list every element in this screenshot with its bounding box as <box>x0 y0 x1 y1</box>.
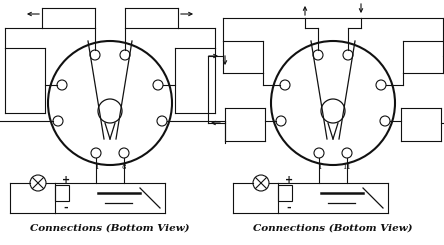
Bar <box>278 185 292 201</box>
Text: 1: 1 <box>94 163 98 171</box>
Text: -: - <box>287 203 291 213</box>
Text: Connections (Bottom View): Connections (Bottom View) <box>30 223 190 233</box>
Text: 11: 11 <box>342 163 352 171</box>
Bar <box>55 185 69 201</box>
Text: +: + <box>62 175 70 185</box>
Text: +: + <box>285 175 293 185</box>
Text: 1: 1 <box>317 163 321 171</box>
Text: Connections (Bottom View): Connections (Bottom View) <box>253 223 413 233</box>
Text: 8: 8 <box>122 163 126 171</box>
Text: -: - <box>63 203 68 213</box>
